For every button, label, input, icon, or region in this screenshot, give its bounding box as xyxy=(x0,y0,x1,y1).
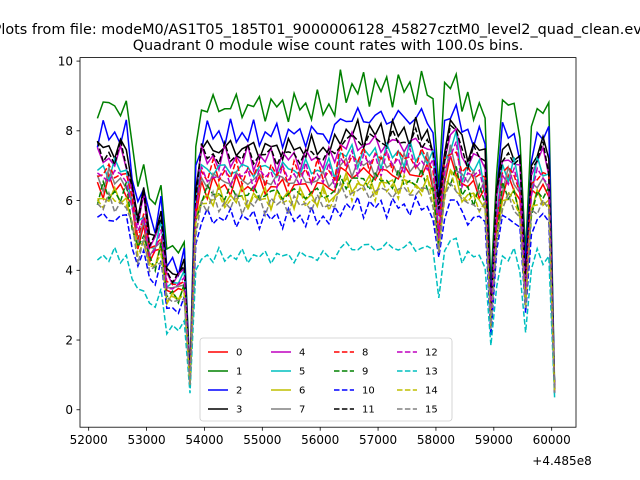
legend-label-0: 0 xyxy=(236,348,242,359)
x-tick-label: 56000 xyxy=(301,433,339,447)
x-axis: 52000 53000 54000 55000 56000 57000 58000 59000… xyxy=(70,427,571,447)
legend-label-14: 14 xyxy=(425,386,438,397)
x-tick-label: 55000 xyxy=(243,433,281,447)
x-tick-label: 52000 xyxy=(70,433,108,447)
x-tick-label: 59000 xyxy=(475,433,513,447)
x-tick-label: 53000 xyxy=(127,433,165,447)
legend-label-1: 1 xyxy=(236,367,242,378)
legend-label-2: 2 xyxy=(236,386,242,397)
legend-label-3: 3 xyxy=(236,405,242,416)
y-tick-label: 0 xyxy=(65,403,73,417)
series-line-3 xyxy=(96,116,556,390)
series-line-10 xyxy=(96,194,556,396)
series-line-13 xyxy=(96,237,556,398)
y-tick-label: 10 xyxy=(58,54,73,68)
series-line-1 xyxy=(96,69,556,386)
legend-label-7: 7 xyxy=(299,405,305,416)
y-tick-label: 2 xyxy=(65,333,73,347)
legend-label-15: 15 xyxy=(425,405,438,416)
series-line-14 xyxy=(96,169,556,393)
x-offset-label: +4.485e8 xyxy=(532,454,591,468)
axes-frame xyxy=(79,57,577,428)
legend-label-8: 8 xyxy=(362,348,368,359)
series-line-9 xyxy=(96,166,556,394)
series-line-6 xyxy=(97,168,556,393)
series-line-2 xyxy=(96,102,556,390)
x-tick-label: 58000 xyxy=(417,433,455,447)
legend-label-12: 12 xyxy=(425,348,438,359)
legend-label-11: 11 xyxy=(362,405,375,416)
suptitle: Plots from file: modeM0/AS1T05_185T01_90… xyxy=(0,22,640,38)
chart-title: Quadrant 0 module wise count rates with … xyxy=(133,38,524,54)
legend-label-10: 10 xyxy=(362,386,375,397)
y-tick-label: 6 xyxy=(65,194,73,208)
series-line-5 xyxy=(96,130,556,392)
legend-label-9: 9 xyxy=(362,367,368,378)
x-tick-label: 57000 xyxy=(359,433,397,447)
legend-box xyxy=(199,337,453,422)
x-tick-label: 60000 xyxy=(533,433,571,447)
plot-series xyxy=(96,69,556,398)
legend-label-5: 5 xyxy=(299,367,305,378)
y-tick-label: 4 xyxy=(65,264,73,278)
legend-label-6: 6 xyxy=(299,386,305,397)
y-tick-label: 8 xyxy=(65,124,73,138)
series-line-12 xyxy=(96,141,556,392)
x-tick-label: 54000 xyxy=(185,433,223,447)
legend-label-4: 4 xyxy=(299,348,305,359)
series-line-15 xyxy=(96,180,556,393)
y-axis: 0 2 4 6 8 10 xyxy=(58,54,80,417)
legend-label-13: 13 xyxy=(425,367,438,378)
series-line-11 xyxy=(96,123,556,390)
